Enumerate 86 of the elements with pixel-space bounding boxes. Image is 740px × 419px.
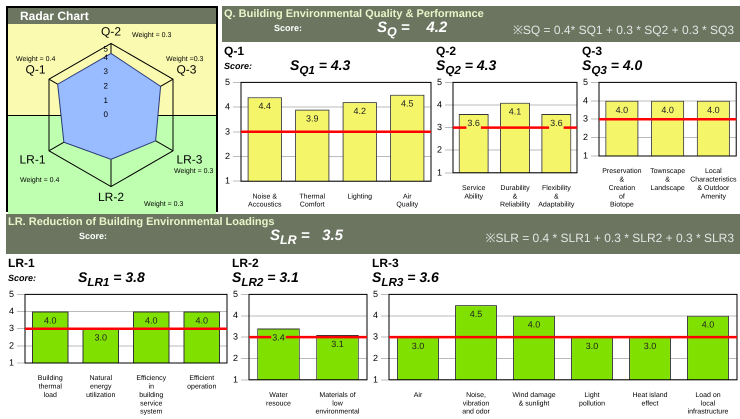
text: S$_{LR1}$ = 3.8 (78, 269, 145, 289)
data-label: 4.0 (44, 316, 57, 326)
y-tick-label: 5 (436, 76, 442, 87)
data-label: 3.0 (94, 332, 108, 343)
chart-title: Radar Chart (8, 8, 216, 24)
text: Score: (79, 231, 108, 241)
spoke-label: LR-3 (176, 152, 203, 166)
data-label: 3.0 (644, 341, 656, 352)
y-tick-label: 3 (224, 126, 230, 136)
y-tick-label: 3 (104, 67, 109, 76)
y-tick-label: 2 (224, 150, 230, 161)
text: S$_{LR3}$ = 3.6 (372, 269, 439, 289)
chart-subtitle: Score: (8, 273, 36, 283)
y-tick-label: 3 (436, 122, 442, 132)
data-label: 3.1 (331, 338, 344, 349)
y-tick-label: 4 (582, 95, 588, 106)
y-tick-label: 1 (582, 150, 588, 160)
spoke-label: Q-1 (26, 62, 46, 76)
spoke-label: LR-1 (20, 152, 46, 166)
data-label: 4.0 (528, 320, 540, 330)
y-tick-label: 2 (372, 352, 378, 363)
text: ※SQ = 0.4* SQ1 + 0.3 * SQ2 + 0.3 * SQ3 (512, 22, 734, 38)
data-label: 4.5 (400, 98, 414, 109)
y-tick-label: 2 (232, 352, 238, 363)
y-tick-label: 4 (8, 306, 14, 316)
y-tick-label: 4 (224, 102, 230, 112)
data-label: 4.0 (661, 104, 674, 115)
text: S$_{Q1}$ = 4.3 (290, 57, 350, 77)
y-tick-label: 3 (232, 332, 238, 342)
data-label: 4.0 (195, 316, 208, 326)
text: S$_{Q3}$ = 4.0 (582, 57, 642, 77)
y-tick-label: 5 (232, 288, 238, 299)
data-label: 4.2 (353, 106, 366, 116)
y-tick-label: 3 (8, 323, 14, 334)
y-tick-label: 3 (582, 114, 588, 124)
y-tick-label: 4 (436, 99, 442, 110)
chart-title: LR-2 (232, 256, 259, 270)
y-tick-label: 5 (8, 288, 14, 299)
y-tick-label: 1 (104, 96, 109, 105)
chart-title: Q-1 (224, 44, 244, 58)
y-tick-label: 2 (436, 144, 442, 155)
data-label: 3.6 (550, 118, 563, 128)
data-label: 4.0 (702, 320, 714, 330)
y-tick-label: 2 (104, 82, 109, 91)
data-label: 3.4 (272, 332, 285, 343)
y-tick-label: 1 (436, 167, 442, 178)
data-label: 4.0 (616, 104, 628, 115)
text: LR. Reduction of Building Environmental Loadings (8, 216, 274, 228)
text: S$_{LR}$ = 3.5 (270, 227, 343, 247)
chart-title: LR-3 (372, 256, 399, 270)
spoke-label: LR-2 (98, 190, 124, 204)
y-tick-label: 5 (224, 76, 230, 87)
data-label: 3.9 (306, 114, 319, 124)
y-tick-label: 2 (8, 340, 14, 350)
text: S$_{Q}$ = 4.2 (377, 19, 448, 39)
y-tick-label: 1 (8, 357, 14, 368)
spoke-label: Q-2 (100, 24, 122, 39)
data-label: 4.4 (258, 101, 272, 112)
y-tick-label: 4 (104, 52, 109, 62)
y-tick-label: 1 (232, 374, 238, 384)
spoke-label: Q-3 (176, 62, 197, 76)
chart-title: Q-3 (582, 44, 602, 58)
y-tick-label: 5 (372, 288, 378, 299)
text: ※SLR = 0.4 * SLR1 + 0.3 * SLR2 + 0.3 * SLR3 (486, 230, 734, 246)
y-tick-label: 1 (372, 374, 378, 384)
text: Q. Building Environmental Quality & Performance (224, 8, 484, 20)
data-label: 3.6 (467, 118, 480, 128)
data-label: 4.0 (707, 104, 720, 115)
chart-subtitle: Score: (224, 61, 252, 71)
data-label: 4.1 (508, 106, 522, 117)
text: Score: (274, 23, 302, 33)
y-tick-label: 1 (224, 176, 230, 186)
text: S$_{LR2}$ = 3.1 (232, 269, 299, 289)
data-label: 3.0 (412, 341, 424, 352)
data-label: 4.5 (470, 309, 482, 320)
data-label: 3.0 (586, 341, 598, 352)
y-tick-label: 0 (104, 110, 109, 120)
y-tick-label: 4 (232, 310, 238, 320)
text: S$_{Q2}$ = 4.3 (436, 57, 496, 77)
chart-title: LR-1 (8, 256, 35, 270)
y-tick-label: 5 (582, 76, 588, 87)
y-tick-label: 3 (372, 332, 378, 342)
y-tick-label: 2 (582, 132, 588, 142)
chart-title: Q-2 (436, 44, 456, 58)
data-label: 4.0 (144, 316, 158, 326)
y-tick-label: 4 (372, 310, 378, 320)
